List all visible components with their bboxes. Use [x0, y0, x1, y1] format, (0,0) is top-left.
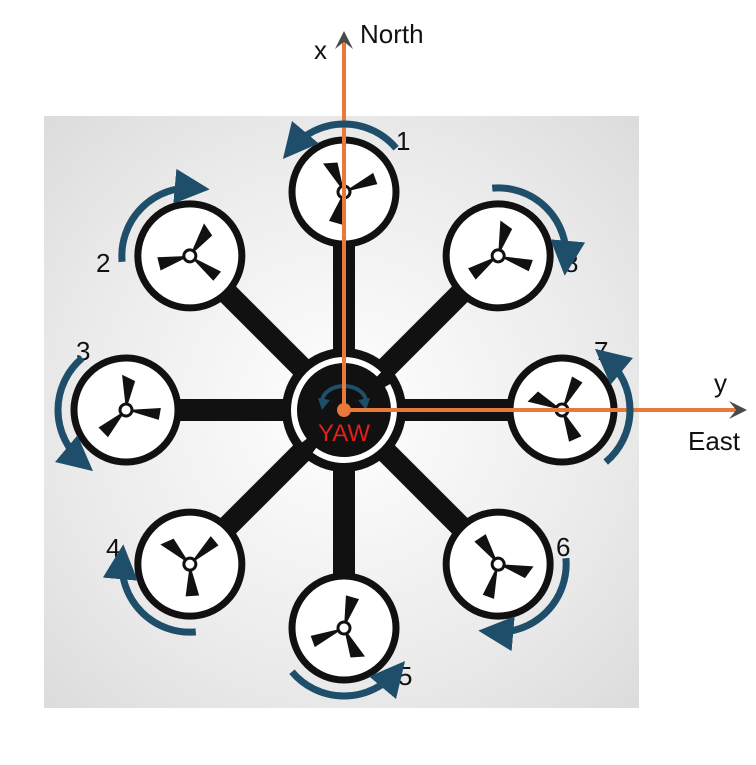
rotor-1-rotation-arrow-icon — [282, 120, 399, 160]
rotor-7-rotation-arrow-icon — [594, 348, 634, 465]
rotor-5-number: 5 — [398, 661, 412, 691]
rotor-4 — [134, 508, 246, 620]
y-direction-label: East — [688, 426, 741, 456]
origin-dot — [337, 403, 351, 417]
rotor-2-rotation-arrow-icon — [118, 168, 210, 263]
rotor-4-number: 4 — [106, 533, 120, 563]
rotor-3-rotation-arrow-icon — [54, 355, 94, 472]
x-axis-label: x — [314, 35, 327, 65]
rotor-8 — [442, 200, 554, 312]
rotor-8-rotation-arrow-icon — [491, 184, 586, 276]
rotor-5-rotation-arrow-icon — [289, 660, 406, 700]
rotor-rotation-arrows — [54, 120, 634, 700]
rotor-3 — [70, 354, 182, 466]
rotor-6-number: 6 — [556, 532, 570, 562]
yaw-label: YAW — [318, 420, 370, 447]
rotor-2 — [134, 200, 246, 312]
rotor-6 — [442, 508, 554, 620]
x-direction-label: North — [360, 19, 424, 49]
axes — [335, 31, 747, 419]
rotor-1-number: 1 — [396, 126, 410, 156]
rotor-5 — [288, 572, 400, 684]
rotor-2-number: 2 — [96, 248, 110, 278]
rotor-6-rotation-arrow-icon — [478, 557, 570, 652]
rotor-4-rotation-arrow-icon — [102, 544, 197, 636]
y-axis-label: y — [714, 368, 727, 398]
